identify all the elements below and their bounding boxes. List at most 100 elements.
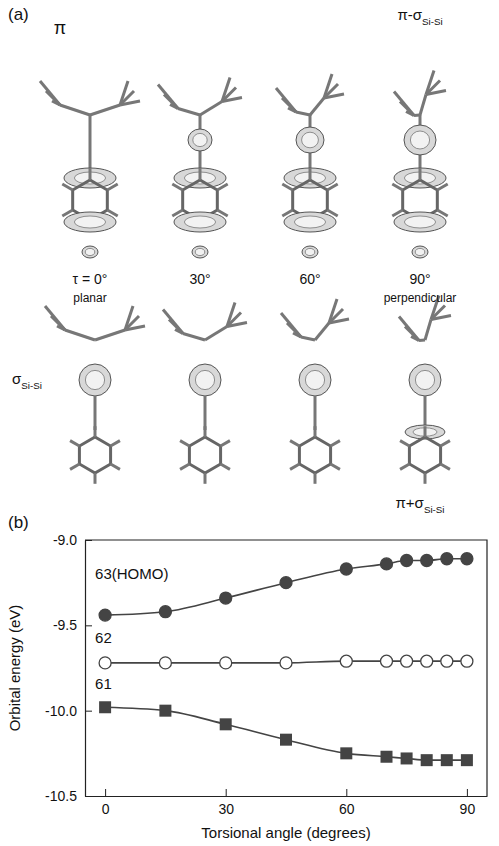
orbital-lobe-inner xyxy=(410,131,429,149)
bond xyxy=(327,184,337,190)
bond xyxy=(331,464,340,469)
data-point xyxy=(461,553,473,565)
si-bond xyxy=(315,323,329,340)
x-axis-line xyxy=(86,796,488,797)
orbital-lobe-inner xyxy=(305,248,315,255)
bond xyxy=(424,473,427,484)
methyl xyxy=(287,323,301,337)
series-label: 63(HOMO) xyxy=(95,565,168,582)
data-point xyxy=(220,718,232,730)
methyl xyxy=(281,313,301,337)
bond xyxy=(89,168,92,180)
methyl xyxy=(399,317,419,341)
orbital-lobe xyxy=(188,129,212,151)
data-point xyxy=(340,747,352,759)
bond xyxy=(172,184,182,190)
series-label: 61 xyxy=(95,675,112,692)
methyl xyxy=(125,326,145,330)
orbital-label-main: π xyxy=(54,18,66,38)
y-tick: -10.5 xyxy=(45,788,92,804)
data-point xyxy=(159,657,171,669)
y-axis-title: Orbital energy (eV) xyxy=(6,605,23,732)
data-point xyxy=(401,655,413,667)
molecule-bottom xyxy=(281,299,349,484)
plot-marks xyxy=(99,553,473,766)
methyl xyxy=(400,102,414,116)
bond xyxy=(314,473,317,484)
methyl xyxy=(405,327,419,341)
data-point xyxy=(220,592,232,604)
methyl xyxy=(175,330,183,334)
methyl xyxy=(293,333,301,337)
methyl xyxy=(288,108,296,112)
molecule-bottom xyxy=(163,303,247,484)
bond xyxy=(217,184,227,190)
bond xyxy=(199,168,202,180)
y-axis: -9.0-9.5-10.0-10.5 xyxy=(45,532,92,804)
methyl xyxy=(46,91,60,105)
data-point xyxy=(280,577,292,589)
x-tick: 30 xyxy=(218,789,234,817)
x-tick-label: 90 xyxy=(460,801,476,817)
orbital-lobe xyxy=(82,246,98,258)
methyl xyxy=(406,112,414,116)
bond xyxy=(419,168,422,180)
ring xyxy=(409,437,440,473)
data-point xyxy=(99,701,111,713)
x-tick: 60 xyxy=(339,789,355,817)
bond xyxy=(282,184,292,190)
y-tick-label: -10.0 xyxy=(45,703,77,719)
orbital-lobe-inner xyxy=(302,132,319,148)
orbital-lobe-inner xyxy=(305,370,324,389)
orbital-lobe xyxy=(409,364,441,396)
data-point xyxy=(421,554,433,566)
methyl xyxy=(120,101,140,105)
x-tick-label: 60 xyxy=(339,801,355,817)
methyl xyxy=(45,306,65,330)
ring xyxy=(189,437,220,473)
orbital-lobe xyxy=(299,364,331,396)
bond xyxy=(441,441,450,446)
x-tick-mark xyxy=(346,789,347,796)
ring xyxy=(79,437,110,473)
bond xyxy=(309,168,312,180)
si-aryl-bond xyxy=(94,396,97,430)
orbital-lobe-inner xyxy=(195,370,214,389)
angle-label: 30° xyxy=(189,271,210,287)
bond xyxy=(400,464,409,469)
plot-frame xyxy=(85,540,487,796)
orbital-label-sub: Si-Si xyxy=(422,16,443,27)
data-point xyxy=(441,655,453,667)
methyl xyxy=(164,95,178,109)
orbital-lobe-inner xyxy=(415,248,425,255)
bond xyxy=(111,464,120,469)
x-axis: 0306090 xyxy=(86,789,488,817)
y-tick-label: -9.0 xyxy=(53,532,77,548)
bond xyxy=(221,464,230,469)
data-point xyxy=(99,609,111,621)
angle-label: 60° xyxy=(299,271,320,287)
methyl xyxy=(394,92,414,116)
geometry-label: planar xyxy=(73,291,106,305)
methyl xyxy=(40,81,60,105)
data-point xyxy=(381,751,393,763)
orbital-lobe xyxy=(174,168,226,188)
orbital-label-main: π-σ xyxy=(397,6,422,23)
methyl xyxy=(222,98,242,102)
bond xyxy=(290,441,299,446)
orbital-lobe-inner xyxy=(404,216,435,228)
orbital-lobe xyxy=(302,246,318,258)
orbital-lobe-inner xyxy=(195,248,205,255)
bond xyxy=(441,464,450,469)
y-tick-label: -10.5 xyxy=(45,788,77,804)
panel-b: (b)0306090-9.0-9.5-10.0-10.5Torsional an… xyxy=(6,513,488,841)
orbital-label: π-σSi-Si xyxy=(397,6,442,27)
data-point xyxy=(461,655,473,667)
bond xyxy=(180,464,189,469)
x-axis-title: Torsional angle (degrees) xyxy=(201,824,370,841)
methyl xyxy=(329,319,349,323)
bond xyxy=(94,426,97,437)
bond xyxy=(314,426,317,437)
bond xyxy=(424,426,427,437)
methyl xyxy=(170,105,178,109)
